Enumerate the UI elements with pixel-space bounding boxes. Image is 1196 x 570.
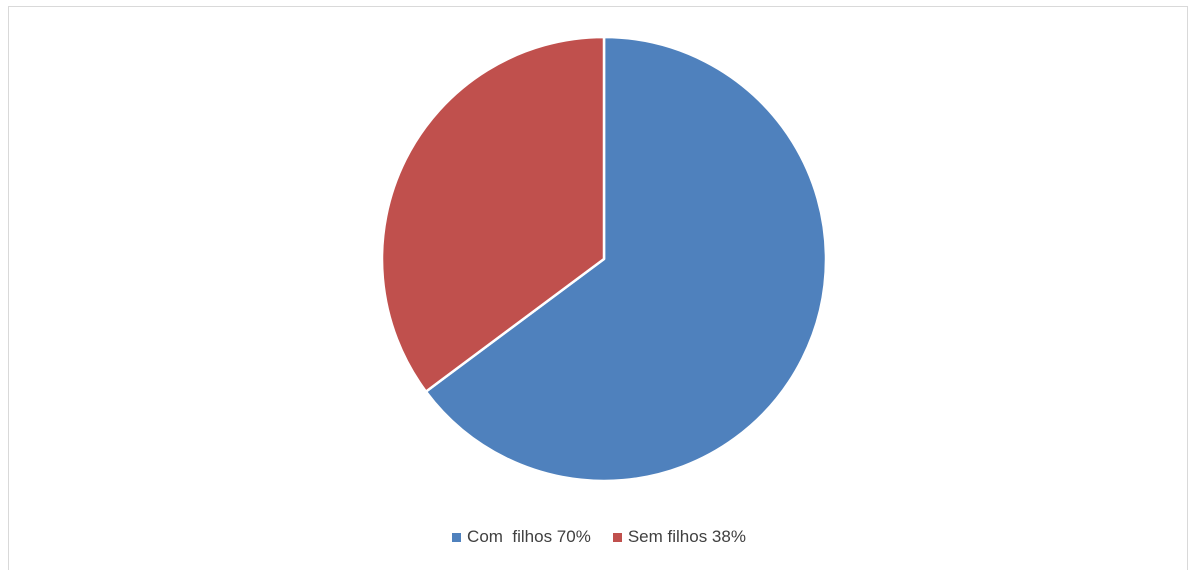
pie-slice-com-filhos (424, 35, 828, 483)
pie-chart (380, 35, 828, 483)
legend-swatch-com-filhos (452, 532, 462, 542)
legend-item-sem-filhos: Sem filhos 38% (612, 527, 746, 547)
legend-label-com-filhos: Com filhos 70% (467, 527, 591, 546)
legend: Com filhos 70% Sem filhos 38% (9, 527, 1189, 547)
pie-slice-sem-filhos (380, 35, 606, 393)
chart-area: Com filhos 70% Sem filhos 38% (8, 6, 1188, 570)
legend-swatch-sem-filhos (612, 532, 622, 542)
legend-item-com-filhos: Com filhos 70% (452, 527, 591, 547)
legend-label-sem-filhos: Sem filhos 38% (627, 527, 746, 546)
